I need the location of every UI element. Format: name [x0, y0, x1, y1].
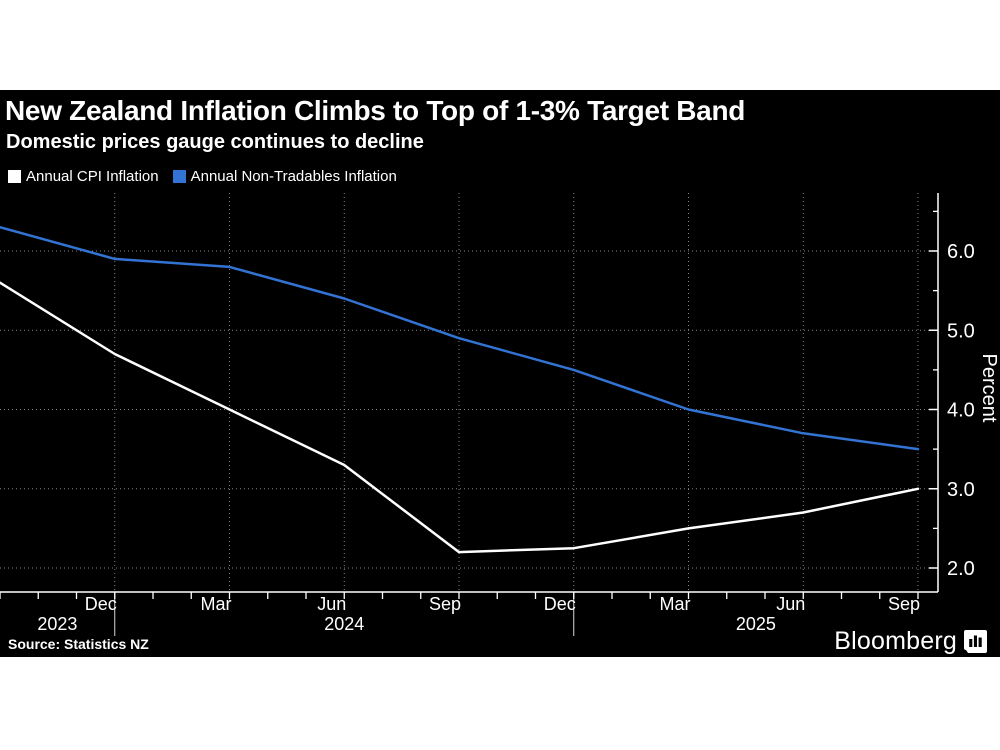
cpi-legend-swatch-icon [8, 170, 21, 183]
year-label: 2024 [324, 614, 364, 634]
x-tick-label: Mar [201, 594, 232, 614]
y-tick-label: 5.0 [947, 320, 975, 342]
x-tick-label: Jun [776, 594, 805, 614]
bloomberg-wordmark: Bloomberg [834, 627, 957, 655]
x-tick-label: Dec [544, 594, 576, 614]
non-tradables-legend-swatch-icon [172, 170, 186, 183]
chart-title: New Zealand Inflation Climbs to Top of 1… [5, 95, 746, 126]
x-tick-label: Sep [888, 594, 920, 614]
bloomberg-icon [964, 630, 987, 653]
cpi-line [0, 281, 920, 554]
x-tick-label: Mar [660, 594, 691, 614]
y-tick-label: 3.0 [947, 479, 975, 501]
non-tradables-line [0, 225, 920, 451]
legend-label-cpi: Annual CPI Inflation [26, 168, 159, 185]
x-tick-label: Jun [317, 594, 346, 614]
year-label: 2025 [736, 614, 776, 634]
legend-item-non-tradables: Annual Non-Tradables Inflation [172, 168, 397, 185]
y-tick-label: 2.0 [947, 558, 975, 580]
axis-line [0, 193, 939, 593]
source-label: Source: Statistics NZ [8, 636, 149, 652]
x-tick-label: Dec [85, 594, 117, 614]
y-axis-title: Percent [978, 354, 1000, 423]
line-chart: 2023 2024 2025 Dec Mar Jun Sep Dec Mar Jun Sep 2.0 3… [0, 193, 1000, 636]
y-tick-label: 4.0 [947, 400, 975, 422]
legend-item-cpi: Annual CPI Inflation [8, 168, 159, 185]
x-tick-label: Sep [429, 594, 461, 614]
year-label: 2023 [37, 614, 77, 634]
y-tick-label: 6.0 [947, 241, 975, 263]
legend-label-non-tradables: Annual Non-Tradables Inflation [190, 168, 397, 185]
chart-subtitle: Domestic prices gauge continues to decli… [6, 131, 424, 153]
chart-card: New Zealand Inflation Climbs to Top of 1… [0, 90, 1000, 657]
bloomberg-logo: Bloomberg [834, 627, 987, 656]
legend: Annual CPI Inflation Annual Non-Tradable… [8, 168, 397, 185]
